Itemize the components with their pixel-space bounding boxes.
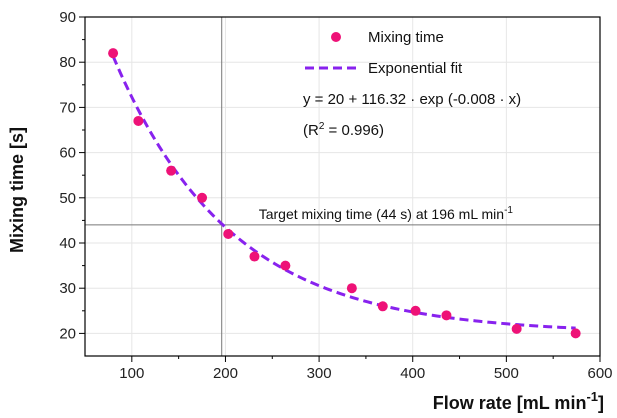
data-point	[133, 115, 144, 126]
data-point	[346, 283, 357, 294]
data-point	[570, 328, 581, 339]
y-tick-label: 20	[59, 325, 76, 342]
y-axis-title: Mixing time [s]	[7, 127, 27, 253]
data-point	[280, 260, 291, 271]
grid-lines	[85, 16, 601, 356]
x-tick-label: 600	[587, 365, 612, 382]
legend-label-exponential-fit: Exponential fit	[368, 60, 463, 77]
target-reference-lines	[85, 17, 600, 356]
data-point	[166, 165, 177, 176]
data-point	[249, 251, 260, 262]
plot-frame	[84, 16, 601, 357]
x-tick-label: 300	[307, 365, 332, 382]
legend-label-mixing-time: Mixing time	[368, 29, 444, 46]
data-points	[108, 48, 581, 339]
y-axis-ticks: 20 30 40 50 60 70 80 90	[59, 9, 85, 342]
y-tick-label: 40	[59, 235, 76, 252]
data-point	[108, 48, 119, 59]
y-tick-label: 60	[59, 145, 76, 162]
x-tick-label: 400	[400, 365, 425, 382]
x-tick-label: 200	[213, 365, 238, 382]
fit-r-squared: (R2 = 0.996)	[303, 121, 384, 139]
x-axis-ticks: 100 200 300 400 500 600	[119, 356, 613, 382]
exponential-fit-line	[111, 55, 576, 330]
y-tick-label: 80	[59, 54, 76, 71]
x-axis-title: Flow rate [mL min-1]	[433, 389, 604, 413]
y-tick-label: 70	[59, 99, 76, 116]
legend-marker-mixing-time	[331, 32, 341, 42]
data-point	[441, 310, 452, 321]
data-point	[511, 323, 522, 334]
x-tick-label: 500	[494, 365, 519, 382]
data-point	[410, 305, 421, 316]
y-tick-label: 90	[59, 9, 76, 26]
data-point	[377, 301, 388, 312]
fit-equation: y = 20 + 116.32 · exp (-0.008 · x)	[303, 91, 521, 108]
x-tick-label: 100	[119, 365, 144, 382]
target-annotation: Target mixing time (44 s) at 196 mL min-…	[259, 205, 514, 222]
data-point	[197, 192, 208, 203]
y-tick-label: 50	[59, 190, 76, 207]
data-point	[223, 228, 234, 239]
y-tick-label: 30	[59, 280, 76, 297]
legend: Mixing time Exponential fit y = 20 + 116…	[303, 29, 521, 139]
